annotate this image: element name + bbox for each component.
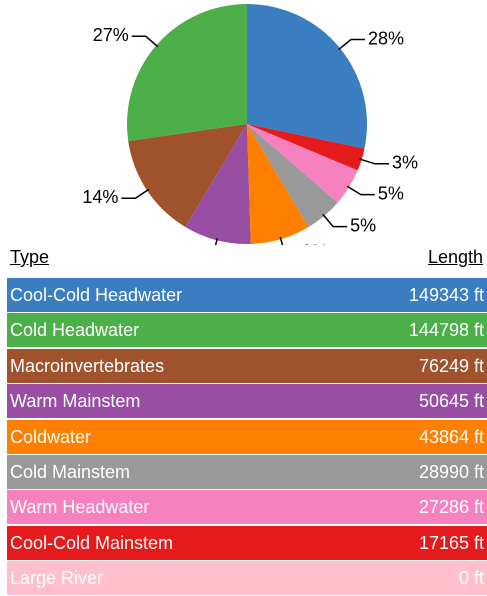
pie-label: 5%	[350, 215, 376, 235]
table-row: Warm Mainstem 50645 ft	[7, 384, 487, 419]
leader-line	[359, 158, 389, 165]
type-cell: Warm Mainstem	[10, 391, 141, 412]
length-cell: 17165 ft	[418, 532, 484, 553]
pie-slice	[247, 4, 367, 149]
length-cell: 50645 ft	[418, 391, 484, 412]
length-cell: 144798 ft	[408, 320, 484, 341]
leader-line	[322, 213, 348, 228]
pie-label: 14%	[82, 187, 118, 207]
length-cell: 28990 ft	[418, 462, 484, 482]
leader-line	[279, 237, 284, 245]
type-cell: Large River	[10, 568, 104, 589]
table-row: Cool-Cold Headwater 149343 ft	[7, 278, 487, 312]
pie-chart: 28% 27% 14% 9% 8% 5%5% 3%	[82, 4, 418, 245]
table-row: Cold Headwater 144798 ft	[7, 313, 487, 348]
pie-slice	[126, 4, 247, 142]
header-type: Type	[10, 247, 50, 267]
length-cell: 76249 ft	[418, 355, 484, 376]
pie-label: 8%	[302, 241, 328, 245]
length-cell: 0 ft	[458, 568, 484, 589]
pie-label: 9%	[170, 242, 196, 245]
type-cell: Cool-Cold Mainstem	[10, 532, 174, 553]
leader-line	[338, 38, 366, 51]
pie-label: 28%	[368, 28, 404, 48]
pie-label: 5%	[378, 183, 404, 203]
length-cell: 149343 ft	[408, 285, 484, 305]
pie-slice	[247, 124, 309, 244]
table-row: Large River 0 ft	[7, 561, 487, 596]
table-row: Cold Mainstem 28990 ft	[7, 455, 487, 489]
table-row: Cool-Cold Mainstem 17165 ft	[7, 525, 487, 560]
leader-line	[346, 185, 375, 196]
type-cell: Cool-Cold Headwater	[10, 285, 183, 305]
table-row: Macroinvertebrates 76249 ft	[7, 348, 487, 383]
pie-label: 27%	[93, 25, 129, 45]
table-row: Coldwater 43864 ft	[7, 419, 487, 454]
pie-slice	[185, 124, 251, 244]
pie-slice	[247, 124, 365, 171]
length-cell: 27286 ft	[418, 497, 484, 518]
type-cell: Warm Headwater	[10, 497, 150, 518]
type-cell: Coldwater	[10, 426, 92, 447]
leader-line	[121, 188, 150, 199]
length-cell: 43864 ft	[418, 426, 484, 447]
type-cell: Macroinvertebrates	[10, 355, 165, 376]
header-length: Length	[427, 247, 483, 267]
pie-slice	[247, 124, 338, 227]
leader-line	[214, 238, 219, 245]
type-cell: Cold Headwater	[10, 320, 140, 341]
pie-label: 3%	[392, 153, 418, 173]
type-cell: Cold Mainstem	[10, 462, 131, 482]
pie-slice	[247, 124, 358, 203]
leader-line	[131, 35, 159, 48]
pie-slice	[128, 124, 247, 227]
table-row: Warm Headwater 27286 ft	[7, 490, 487, 525]
